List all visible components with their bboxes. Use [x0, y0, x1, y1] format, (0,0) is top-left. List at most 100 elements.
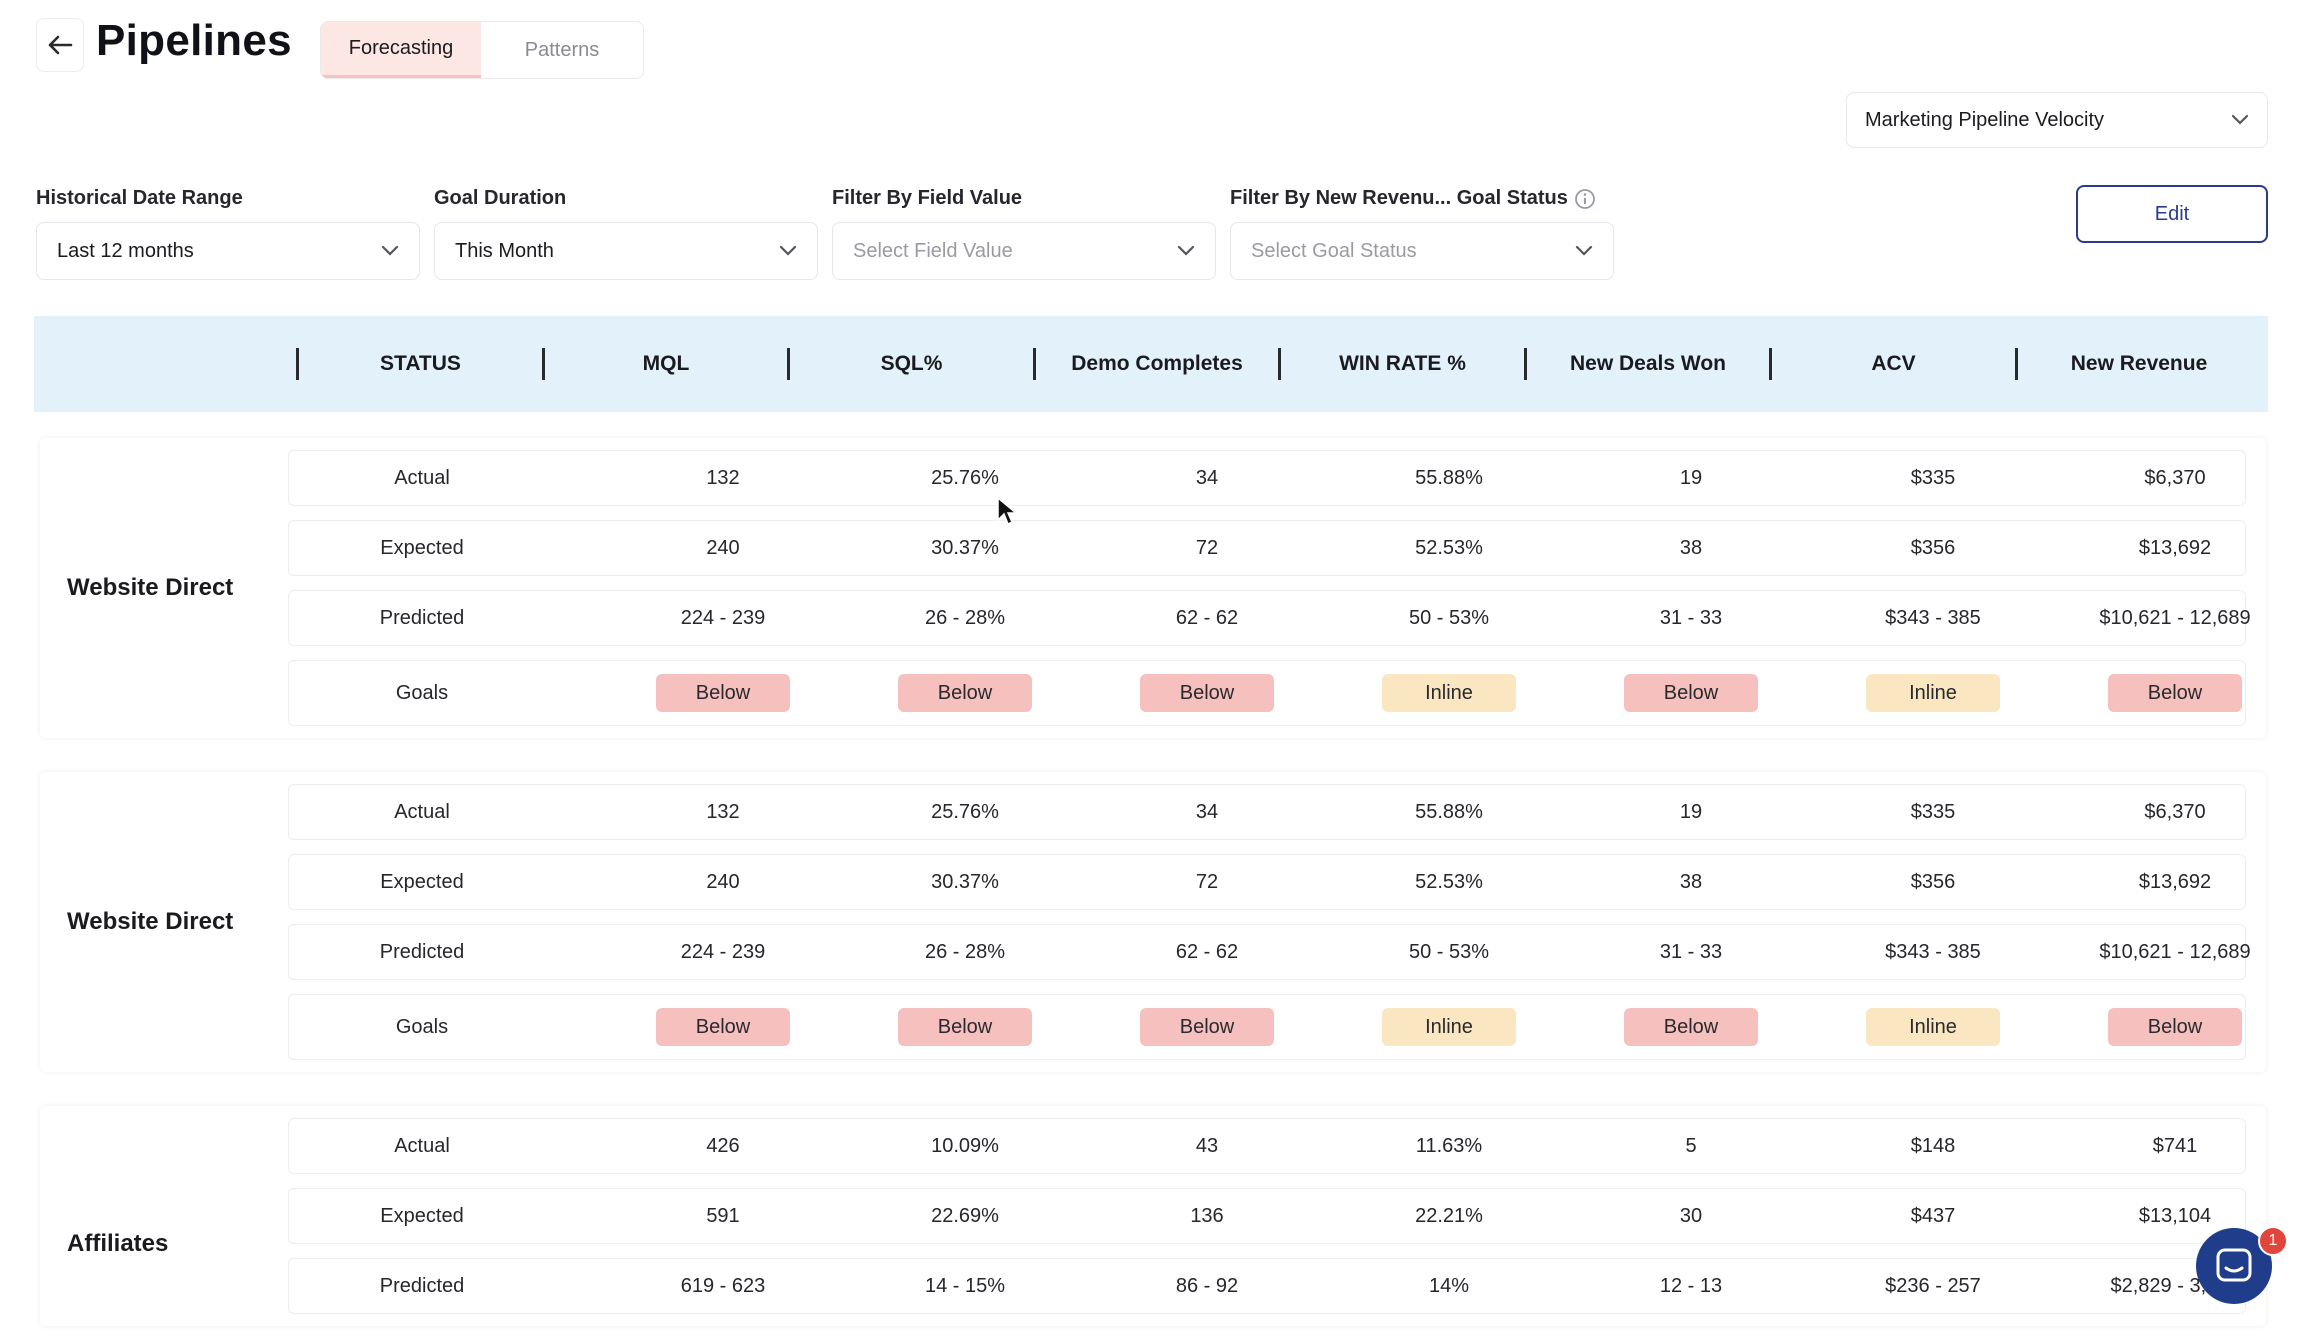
table-row: Predicted 619 - 623 14 - 15% 86 - 92 14% 12 -…: [288, 1258, 2246, 1314]
table-cell: 26 - 28%: [924, 940, 1006, 963]
table-row: Goals Below Below Below Inline Below Inline Bel…: [288, 994, 2246, 1060]
column-header[interactable]: WIN RATE %: [1339, 352, 1466, 375]
table-cell: 14%: [1428, 1274, 1470, 1297]
row-label: Actual: [394, 800, 450, 823]
goal-cell: Below: [1570, 661, 1812, 725]
column-header[interactable]: New Deals Won: [1570, 352, 1726, 375]
table-row: Actual 132 25.76% 34 55.88% 19 $335 $6,370: [288, 450, 2246, 506]
pipeline-group: Website Direct Actual 132 25.76% 34 55.88% 19 $…: [40, 772, 2266, 1072]
chevron-down-icon: [381, 245, 399, 256]
goal-status-filter-label: Filter By New Revenu... Goal Status: [1230, 187, 1596, 210]
tab-forecasting[interactable]: Forecasting: [321, 22, 481, 78]
goal-cell: Below: [1086, 995, 1328, 1059]
chevron-down-icon: [1177, 245, 1195, 256]
table-cell: $10,621 - 12,689: [2099, 606, 2251, 629]
goal-status-badge: Below: [2108, 674, 2242, 712]
goal-cell: Below: [602, 995, 844, 1059]
goal-status-badge: Below: [2108, 1008, 2242, 1046]
row-label: Actual: [394, 466, 450, 489]
table-cell: 31 - 33: [1659, 940, 1723, 963]
table-cell: 224 - 239: [680, 606, 766, 629]
arrow-left-icon: [48, 35, 73, 55]
historical-date-range-select[interactable]: Last 12 months: [36, 222, 420, 280]
table-cell: $13,692: [2138, 870, 2212, 893]
group-name: Website Direct: [67, 574, 234, 601]
tab-patterns[interactable]: Patterns: [524, 38, 600, 61]
row-label: Expected: [380, 1204, 464, 1227]
table-cell: 19: [1679, 800, 1703, 823]
table-cell: 132: [706, 800, 740, 823]
column-header[interactable]: STATUS: [380, 352, 461, 375]
field-value-filter-select[interactable]: Select Field Value: [832, 222, 1216, 280]
view-tabs: Forecasting Patterns: [320, 21, 644, 79]
pipeline-view-select[interactable]: Marketing Pipeline Velocity: [1846, 92, 2268, 148]
table-cell: $236 - 257: [1885, 1274, 1981, 1297]
row-label: Actual: [394, 1134, 450, 1157]
table-cell: 25.76%: [931, 800, 999, 823]
table-cell: 50 - 53%: [1408, 940, 1490, 963]
table-cell: 72: [1195, 536, 1219, 559]
row-label: Goals: [395, 1015, 449, 1038]
column-divider: [2014, 348, 2018, 380]
table-cell: 50 - 53%: [1408, 606, 1490, 629]
goal-status-badge: Inline: [1866, 1008, 2000, 1046]
goal-cell: Below: [2054, 661, 2296, 725]
column-header[interactable]: Demo Completes: [1071, 352, 1243, 375]
row-label: Expected: [380, 870, 464, 893]
table-row: Predicted 224 - 239 26 - 28% 62 - 62 50 - 53…: [288, 924, 2251, 980]
goal-cell: Below: [844, 661, 1086, 725]
table-cell: 240: [706, 870, 740, 893]
table-cell: 132: [706, 466, 740, 489]
table-cell: 19: [1679, 466, 1703, 489]
table-cell: $335: [1910, 466, 1956, 489]
table-cell: 224 - 239: [680, 940, 766, 963]
table-cell: 55.88%: [1415, 466, 1483, 489]
goal-status-filter-value: Select Goal Status: [1251, 239, 1417, 262]
goal-status-badge: Below: [1624, 674, 1758, 712]
column-header[interactable]: SQL%: [880, 352, 943, 375]
table-cell: 136: [1190, 1204, 1224, 1227]
column-header[interactable]: New Revenue: [2070, 352, 2208, 375]
table-cell: $343 - 385: [1885, 606, 1981, 629]
info-icon[interactable]: [1574, 188, 1596, 210]
table-cell: 86 - 92: [1175, 1274, 1239, 1297]
page-title: Pipelines: [96, 16, 292, 65]
column-header[interactable]: ACV: [1871, 352, 1916, 375]
column-divider: [541, 348, 545, 380]
goal-status-badge: Inline: [1382, 674, 1516, 712]
goal-status-badge: Below: [1140, 674, 1274, 712]
table-cell: 43: [1195, 1134, 1219, 1157]
table-cell: 591: [706, 1204, 740, 1227]
column-header[interactable]: MQL: [642, 352, 690, 375]
table-cell: $356: [1910, 536, 1956, 559]
chevron-down-icon: [2231, 114, 2249, 125]
table-cell: 31 - 33: [1659, 606, 1723, 629]
goal-status-filter-select[interactable]: Select Goal Status: [1230, 222, 1614, 280]
back-button[interactable]: [36, 18, 84, 72]
pipeline-view-value: Marketing Pipeline Velocity: [1865, 108, 2105, 131]
pipeline-group: Affiliates Actual 426 10.09% 43 11.63% 5 $148 $7…: [40, 1106, 2266, 1326]
table-cell: 426: [706, 1134, 740, 1157]
table-cell: 11.63%: [1415, 1134, 1483, 1157]
goal-cell: Inline: [1812, 995, 2054, 1059]
column-divider: [1032, 348, 1036, 380]
group-name: Website Direct: [67, 908, 234, 935]
table-cell: 62 - 62: [1175, 940, 1239, 963]
edit-button[interactable]: Edit: [2076, 185, 2268, 243]
table-cell: 52.53%: [1415, 870, 1483, 893]
goal-status-badge: Below: [1624, 1008, 1758, 1046]
table-cell: 30: [1679, 1204, 1703, 1227]
row-label: Predicted: [379, 1274, 465, 1297]
chat-launcher-button[interactable]: [2196, 1228, 2272, 1304]
goal-duration-select[interactable]: This Month: [434, 222, 818, 280]
table-cell: $13,104: [2138, 1204, 2212, 1227]
goal-cell: Below: [844, 995, 1086, 1059]
table-row: Actual 426 10.09% 43 11.63% 5 $148 $741: [288, 1118, 2246, 1174]
table-cell: 619 - 623: [680, 1274, 766, 1297]
table-cell: $343 - 385: [1885, 940, 1981, 963]
table-cell: 55.88%: [1415, 800, 1483, 823]
table-cell: 26 - 28%: [924, 606, 1006, 629]
table-row: Expected 240 30.37% 72 52.53% 38 $356 $13,692: [288, 854, 2246, 910]
goal-status-badge: Inline: [1382, 1008, 1516, 1046]
table-cell: 240: [706, 536, 740, 559]
